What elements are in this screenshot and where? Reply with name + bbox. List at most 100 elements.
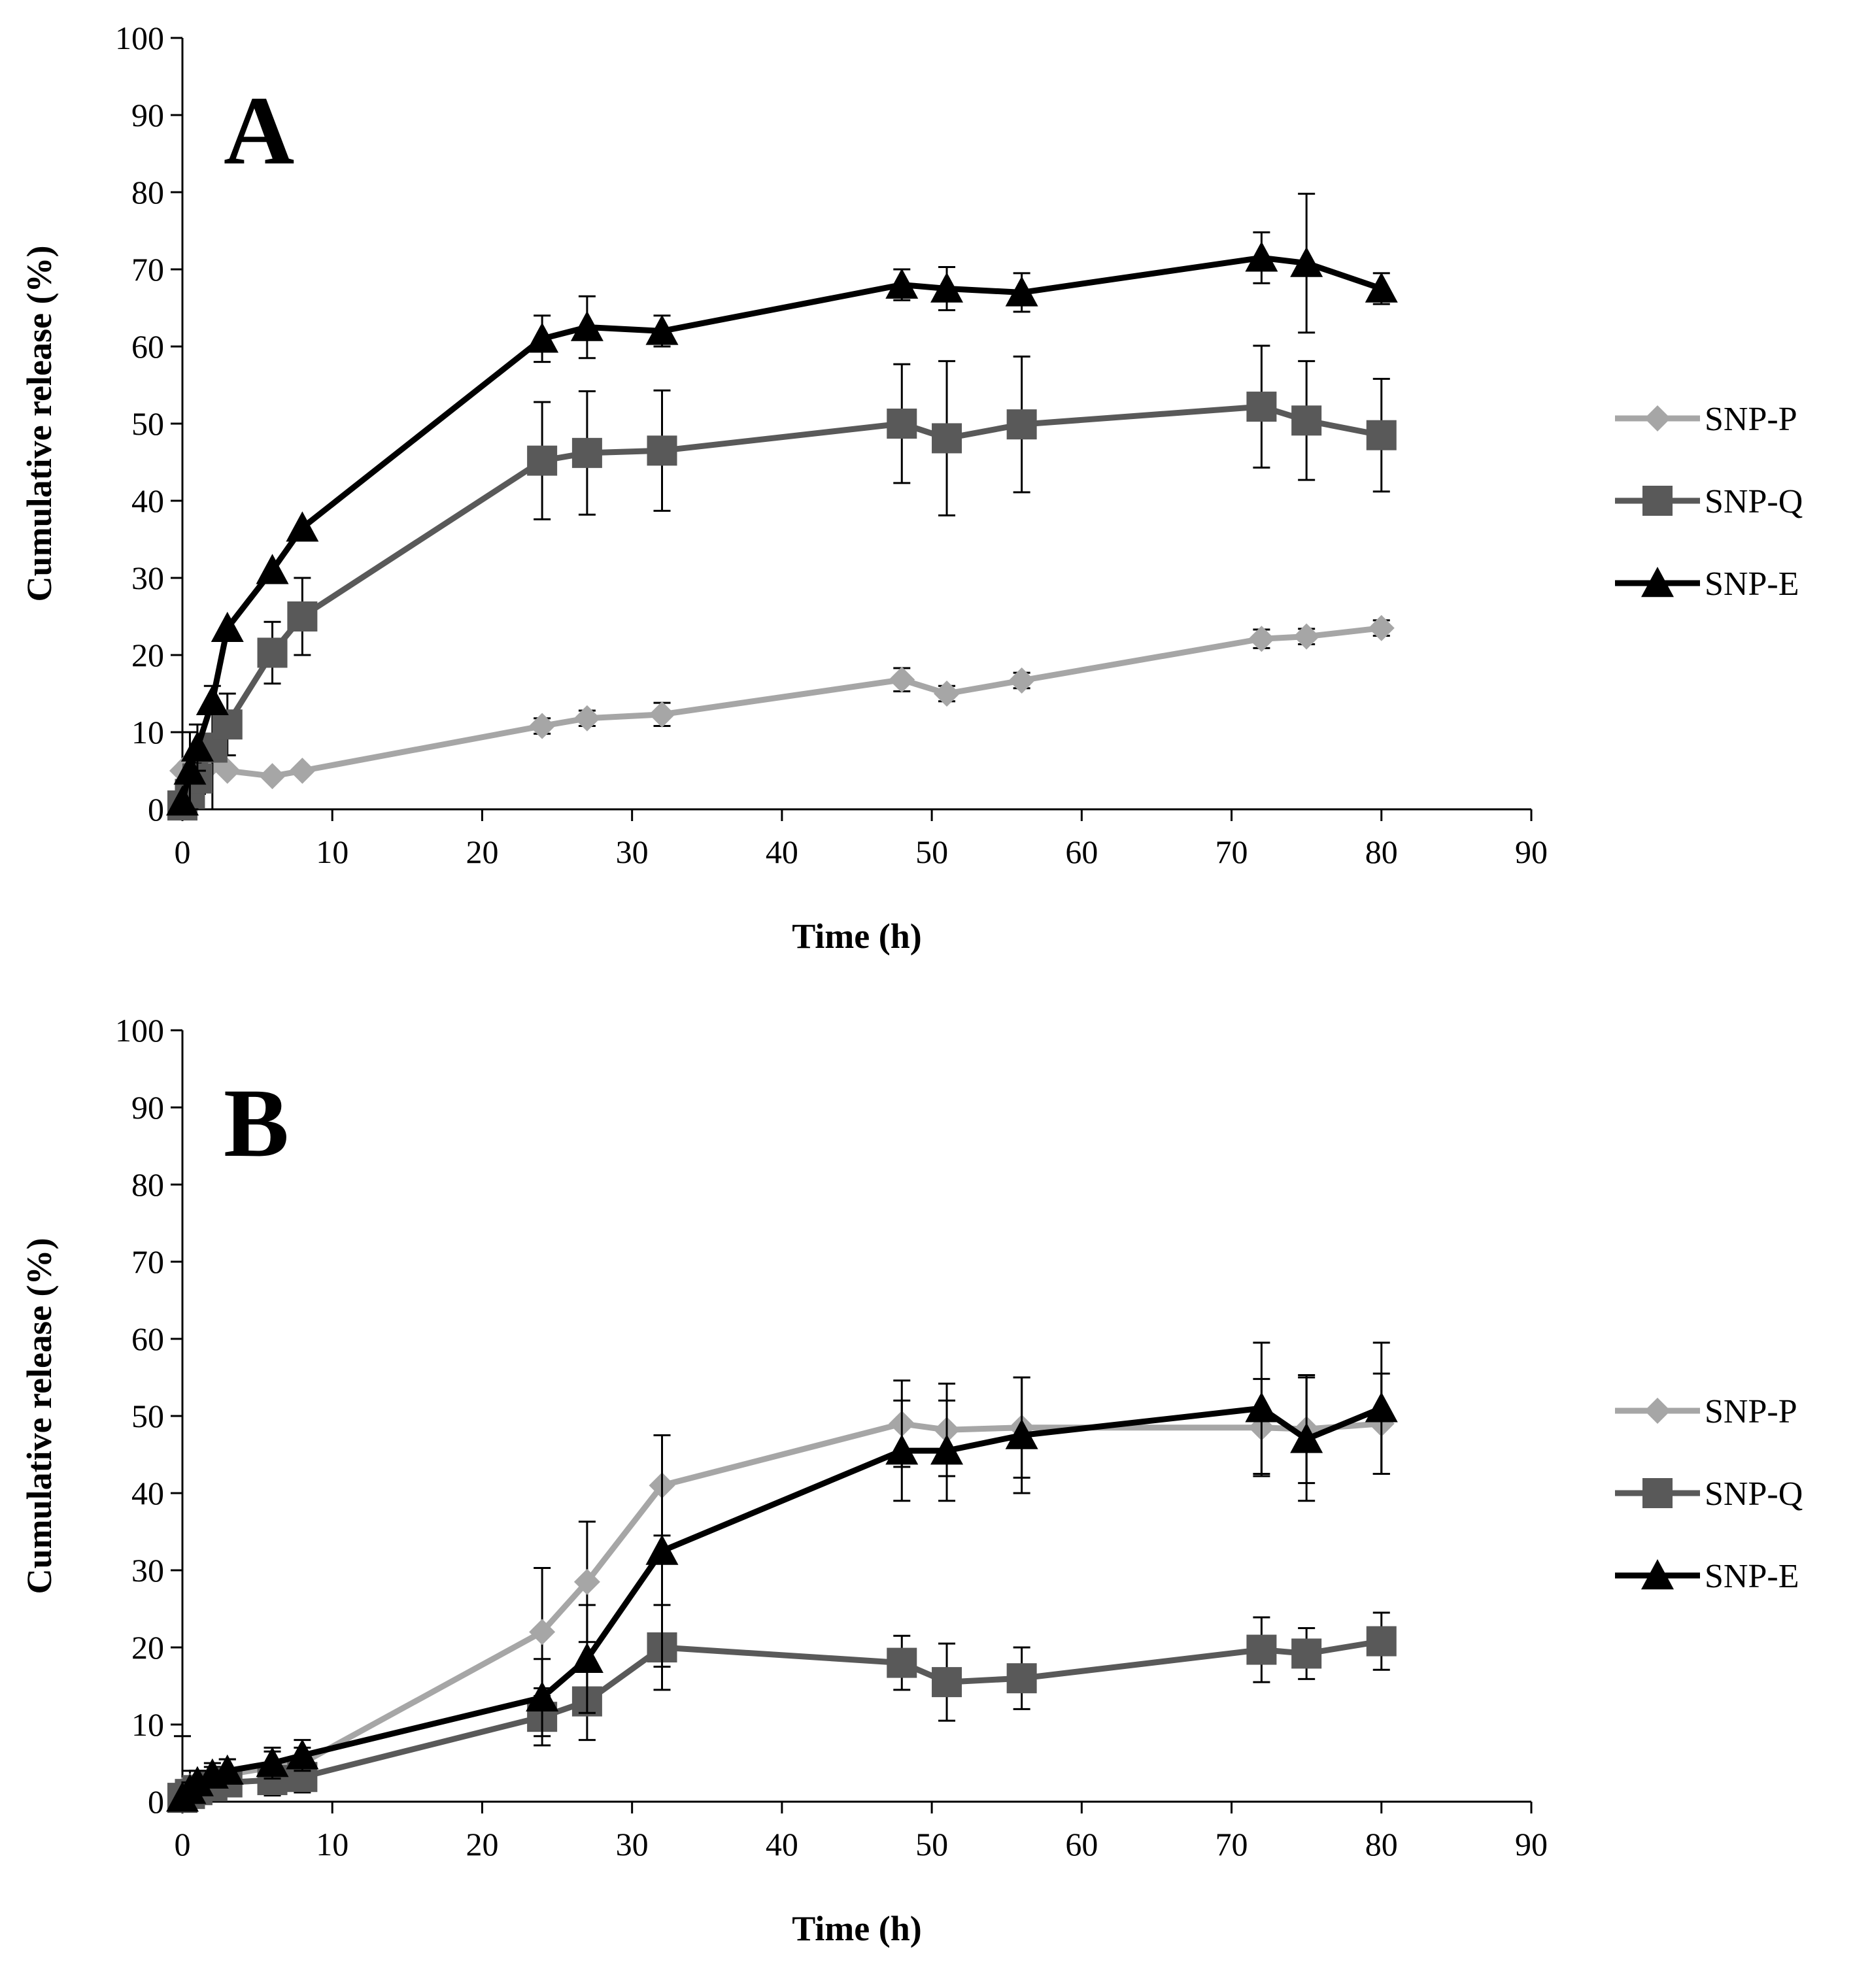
legend-entry: SNP-P	[1615, 401, 1797, 438]
x-tick-label: 70	[1216, 1826, 1248, 1862]
data-point	[887, 409, 917, 439]
series-line	[180, 1421, 1382, 1793]
data-point	[527, 445, 558, 476]
data-point	[570, 1642, 604, 1673]
data-point	[571, 437, 602, 468]
legend-marker	[1644, 1398, 1671, 1424]
data-point	[1291, 405, 1322, 436]
legend-entry: SNP-E	[1615, 565, 1799, 603]
data-point	[930, 1434, 964, 1465]
series-line	[179, 254, 1383, 803]
data-point	[570, 311, 604, 341]
data-point	[286, 1739, 319, 1770]
y-tick-label: 30	[131, 1552, 164, 1589]
y-tick-label: 20	[131, 637, 164, 673]
x-tick-label: 90	[1515, 834, 1548, 870]
x-tick-label: 70	[1216, 834, 1248, 870]
data-point	[1366, 420, 1397, 450]
y-tick-label: 100	[115, 20, 164, 56]
data-point	[211, 1754, 244, 1785]
legend-entry: SNP-Q	[1615, 483, 1803, 520]
x-tick-label: 60	[1065, 1826, 1098, 1862]
data-point	[645, 314, 679, 345]
y-tick-label: 60	[131, 1321, 164, 1357]
data-point	[1368, 615, 1395, 641]
legend-label: SNP-P	[1705, 401, 1797, 438]
legend-entry: SNP-E	[1615, 1558, 1799, 1595]
panel-letter: B	[224, 1069, 289, 1177]
legend-label: SNP-Q	[1705, 1475, 1803, 1513]
x-tick-label: 20	[466, 1826, 498, 1862]
data-point	[1248, 626, 1275, 652]
data-point	[889, 666, 915, 693]
data-point	[1366, 1626, 1397, 1657]
legend-label: SNP-E	[1705, 1558, 1799, 1595]
series-SNP-P	[169, 1372, 1395, 1804]
x-tick-label: 80	[1365, 1826, 1398, 1862]
data-point	[887, 1647, 917, 1678]
y-tick-label: 50	[131, 405, 164, 442]
panel-a: 0 10 20 30 40 50 60 70 80 90 100 0 10 20 30 40 50 60 70 80 9…	[0, 0, 1853, 992]
y-tick-label: 40	[131, 1475, 164, 1511]
data-point	[649, 701, 675, 728]
y-tick-label: 80	[131, 1166, 164, 1203]
data-point	[573, 705, 600, 732]
y-tick-label: 10	[131, 1706, 164, 1743]
y-axis-title: Cumulative release (%)	[20, 246, 59, 602]
x-tick-label: 30	[616, 834, 649, 870]
x-tick-label: 0	[175, 834, 191, 870]
y-tick-label: 80	[131, 174, 164, 211]
data-point	[180, 1766, 214, 1796]
legend-label: SNP-Q	[1705, 483, 1803, 520]
y-tick-label: 50	[131, 1398, 164, 1434]
data-point	[1365, 272, 1398, 303]
data-point	[885, 1434, 919, 1465]
data-point	[647, 435, 677, 466]
series-line	[180, 403, 1382, 807]
data-point	[529, 1619, 556, 1645]
legend-label: SNP-P	[1705, 1393, 1797, 1430]
data-point	[1005, 1419, 1038, 1449]
data-point	[180, 731, 214, 762]
data-point	[1291, 1638, 1322, 1669]
data-point	[930, 272, 964, 303]
x-tick-label: 10	[316, 834, 348, 870]
y-tick-label: 70	[131, 1243, 164, 1280]
legend-marker	[1641, 1559, 1674, 1590]
y-tick-label: 90	[131, 1089, 164, 1126]
y-tick-label: 60	[131, 328, 164, 365]
panel-b: 0 10 20 30 40 50 60 70 80 90 100 0 10 20 30 40 50 60 70 80 9…	[0, 992, 1853, 1985]
y-tick-label: 100	[115, 1012, 164, 1049]
data-point	[1246, 1634, 1277, 1665]
data-point	[1005, 276, 1038, 307]
series-SNP-P	[169, 615, 1395, 790]
x-tick-label: 40	[766, 1826, 798, 1862]
data-point	[934, 681, 960, 707]
x-tick-label: 80	[1365, 834, 1398, 870]
series-line	[180, 1638, 1382, 1801]
y-tick-label: 10	[131, 714, 164, 750]
legend-marker	[1642, 1478, 1673, 1508]
x-axis-title: Time (h)	[792, 1909, 922, 1948]
y-tick-label: 0	[148, 791, 164, 828]
series-SNP-E	[166, 1341, 1398, 1812]
x-axis-title: Time (h)	[792, 917, 922, 956]
y-tick-label: 70	[131, 251, 164, 288]
y-axis-title: Cumulative release (%)	[20, 1238, 59, 1594]
legend-marker	[1644, 405, 1671, 431]
data-point	[529, 713, 556, 739]
data-point	[885, 268, 919, 299]
x-tick-label: 0	[175, 1826, 191, 1862]
y-tick-label: 0	[148, 1783, 164, 1820]
data-point	[196, 684, 229, 716]
x-tick-label: 40	[766, 834, 798, 870]
data-point	[259, 763, 286, 790]
legend-marker	[1641, 567, 1674, 598]
chart-panel-a: 0 10 20 30 40 50 60 70 80 90 100 0 10 20 30 40 50 60 70 80 9…	[20, 20, 1803, 956]
data-point	[166, 785, 199, 816]
data-point	[1008, 667, 1035, 694]
y-tick-label: 20	[131, 1629, 164, 1666]
y-tick-label: 30	[131, 560, 164, 596]
data-point	[1365, 1392, 1398, 1423]
data-point	[173, 754, 207, 785]
